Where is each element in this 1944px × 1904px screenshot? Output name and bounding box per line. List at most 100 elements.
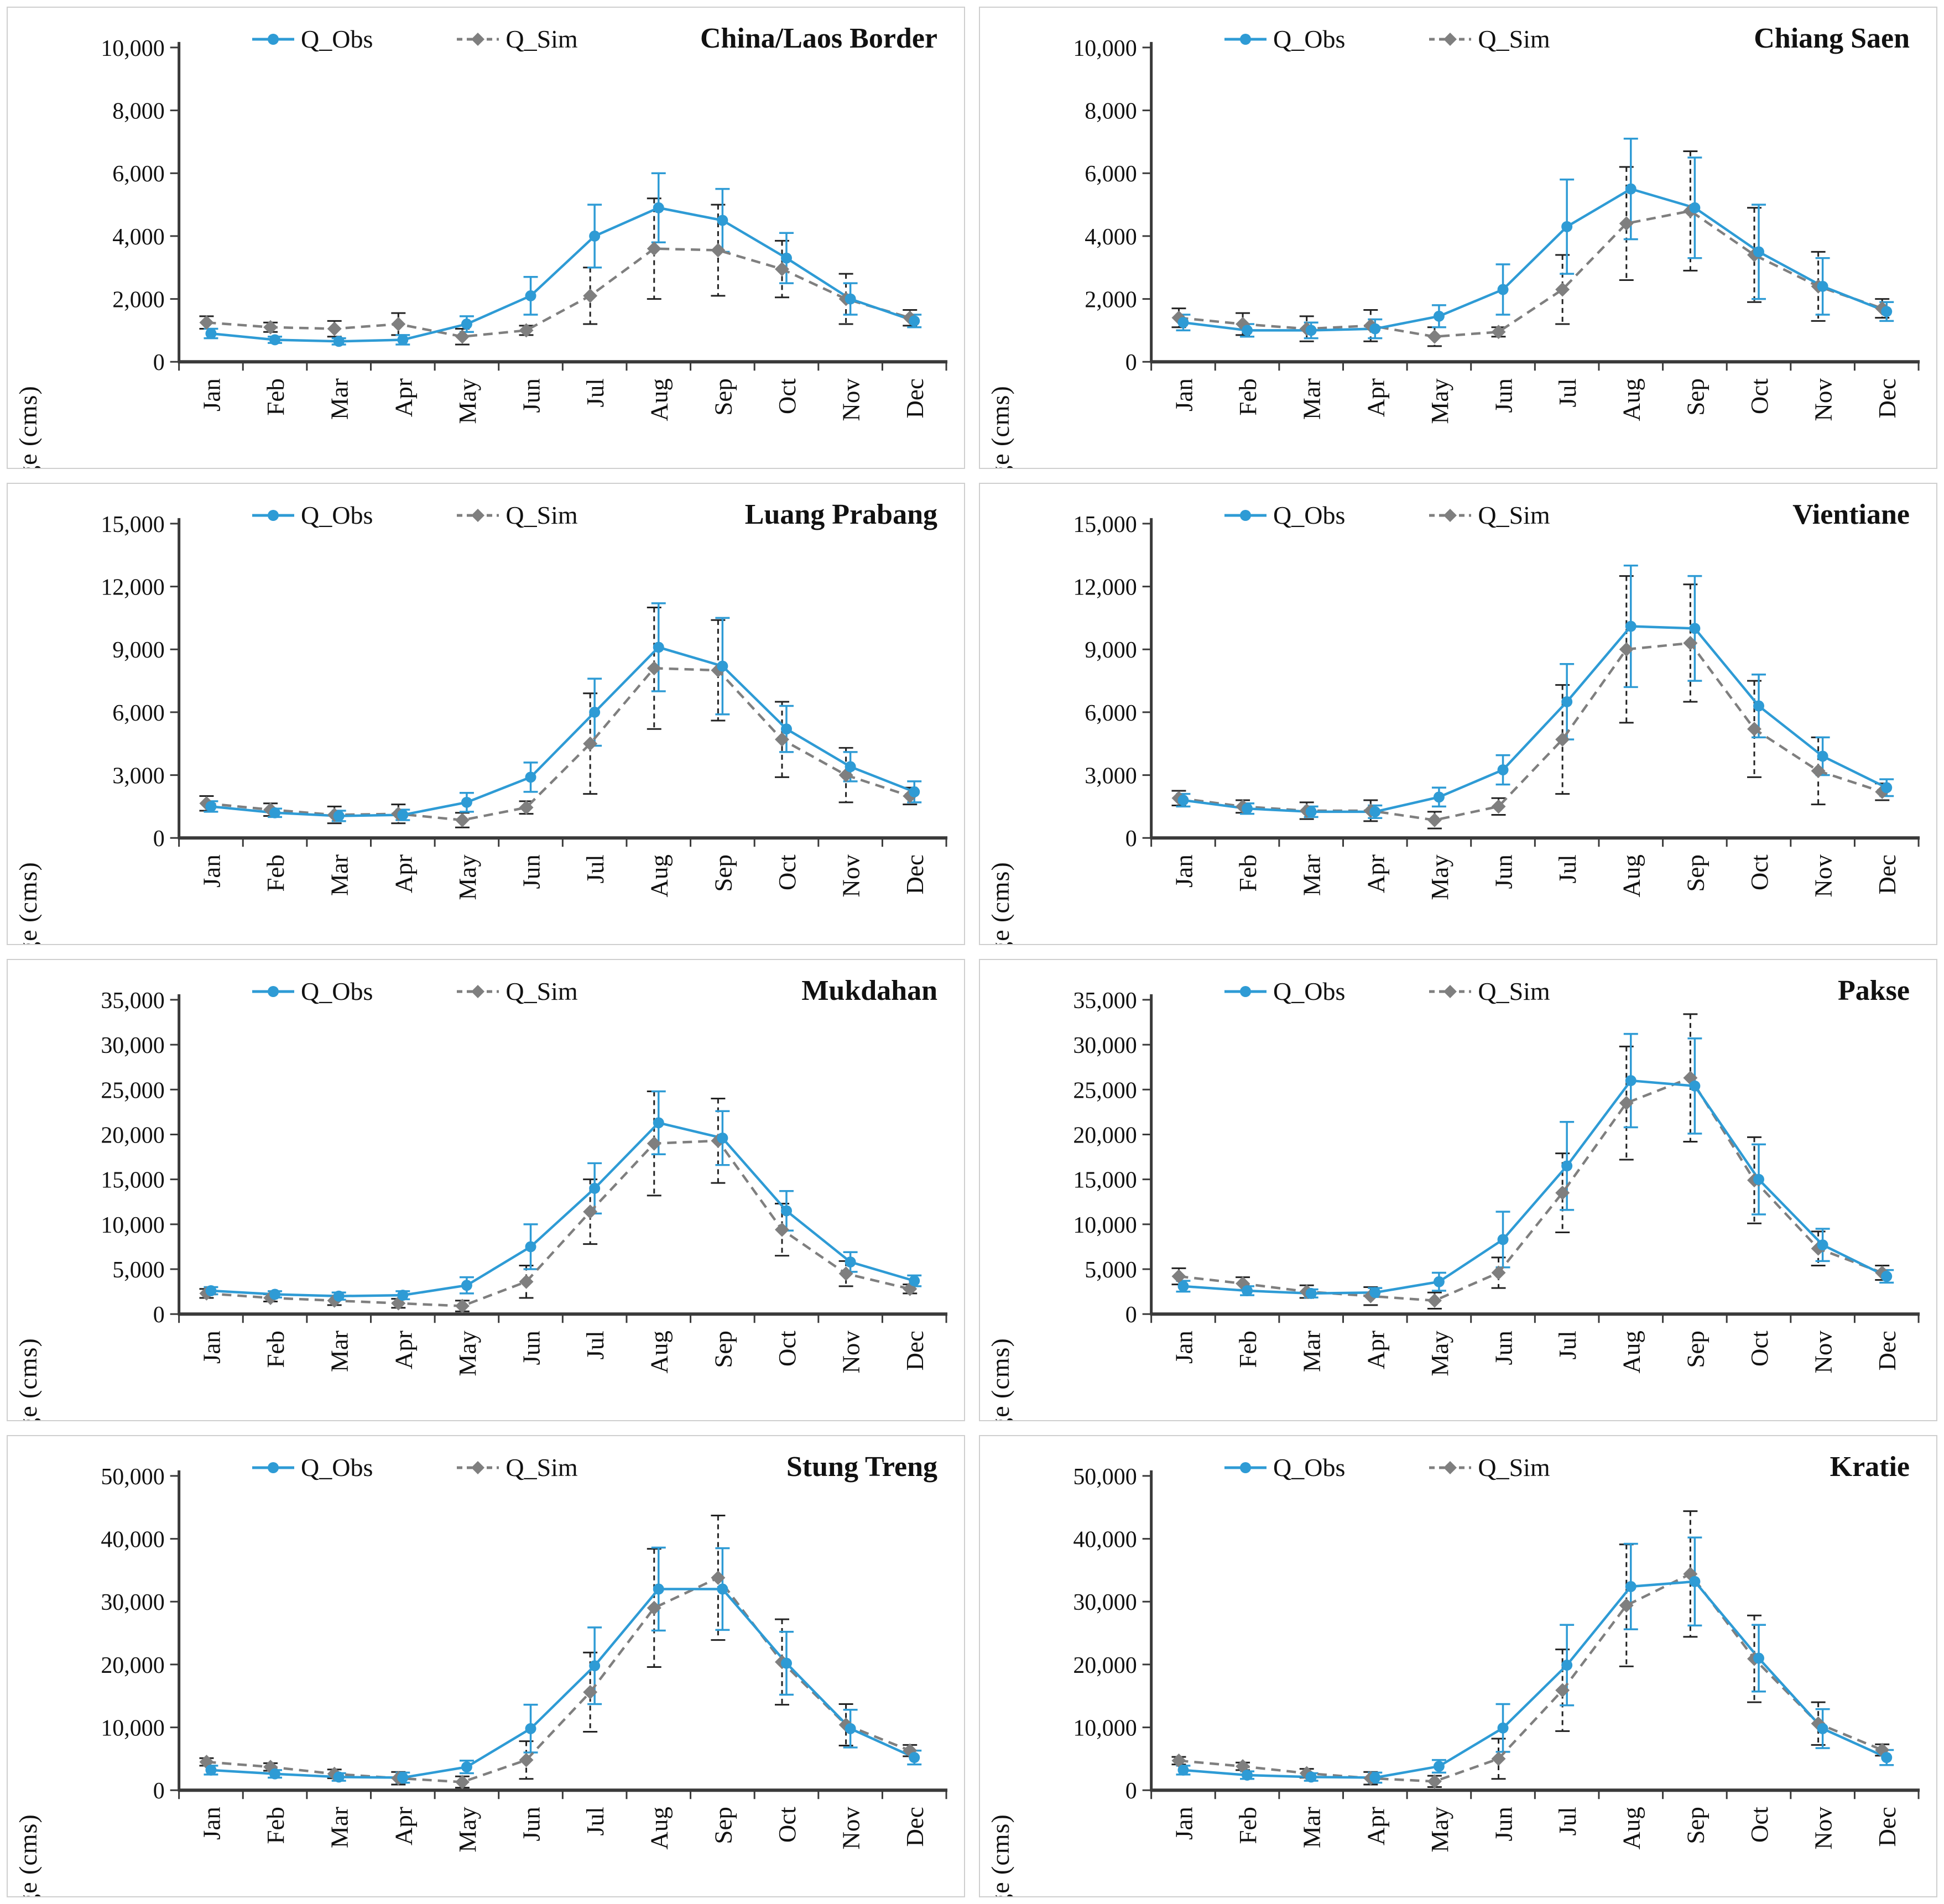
svg-text:Dec: Dec bbox=[1873, 378, 1901, 418]
svg-text:10,000: 10,000 bbox=[1073, 1716, 1137, 1741]
chart-canvas: 0 5,000 10,000 15,000 20,000 25,000 30,000 35,0… bbox=[1073, 988, 1920, 1376]
svg-text:May: May bbox=[1426, 1807, 1453, 1853]
svg-text:Dec: Dec bbox=[1873, 854, 1901, 894]
legend: Q_Obs Q_Sim bbox=[251, 500, 578, 530]
svg-text:Sep: Sep bbox=[1681, 1807, 1709, 1844]
svg-text:Jun: Jun bbox=[518, 378, 545, 413]
svg-text:Dec: Dec bbox=[901, 1807, 929, 1846]
station-title: Chiang Saen bbox=[1754, 23, 1910, 54]
svg-text:Sep: Sep bbox=[1681, 378, 1709, 415]
svg-text:20,000: 20,000 bbox=[101, 1123, 164, 1148]
svg-text:Feb: Feb bbox=[1234, 1331, 1262, 1368]
station-title: China/Laos Border bbox=[700, 23, 937, 54]
legend-label-sim: Q_Sim bbox=[505, 1453, 578, 1482]
chart-canvas: 0 5,000 10,000 15,000 20,000 25,000 30,000 35,0… bbox=[101, 988, 948, 1376]
svg-text:2,000: 2,000 bbox=[112, 288, 164, 313]
svg-text:Aug: Aug bbox=[645, 1807, 673, 1849]
svg-text:20,000: 20,000 bbox=[101, 1653, 164, 1678]
svg-text:Sep: Sep bbox=[709, 854, 737, 891]
legend-label-sim: Q_Sim bbox=[505, 25, 578, 53]
svg-text:0: 0 bbox=[153, 826, 165, 852]
legend: Q_Obs Q_Sim bbox=[1223, 977, 1550, 1006]
svg-text:Jun: Jun bbox=[1490, 1331, 1518, 1365]
svg-text:Jun: Jun bbox=[518, 1807, 545, 1841]
obs-line-circle-icon bbox=[252, 985, 294, 997]
legend: Q_Obs Q_Sim bbox=[1223, 500, 1550, 530]
svg-text:Mar: Mar bbox=[326, 854, 353, 896]
svg-text:30,000: 30,000 bbox=[1073, 1033, 1137, 1058]
svg-text:Jun: Jun bbox=[518, 854, 545, 889]
svg-text:8,000: 8,000 bbox=[1085, 99, 1137, 124]
svg-text:0: 0 bbox=[1125, 350, 1137, 375]
svg-text:30,000: 30,000 bbox=[101, 1590, 164, 1615]
obs-line-circle-icon bbox=[1224, 1462, 1267, 1473]
svg-text:Nov: Nov bbox=[837, 1331, 865, 1374]
svg-text:6,000: 6,000 bbox=[1085, 701, 1137, 726]
svg-text:Aug: Aug bbox=[1618, 1331, 1645, 1373]
svg-text:Aug: Aug bbox=[645, 378, 673, 421]
svg-text:9,000: 9,000 bbox=[112, 638, 164, 663]
obs-line-circle-icon bbox=[1224, 509, 1267, 521]
svg-text:Oct: Oct bbox=[773, 378, 801, 414]
svg-text:Sep: Sep bbox=[1681, 854, 1709, 891]
legend-item-sim: Q_Sim bbox=[456, 24, 578, 54]
obs-line-circle-icon bbox=[1224, 33, 1267, 45]
svg-text:May: May bbox=[454, 378, 481, 424]
chart-canvas: 0 10,000 20,000 30,000 40,000 50,000 Jan Feb Mar… bbox=[1073, 1464, 1920, 1853]
svg-text:10,000: 10,000 bbox=[1073, 1213, 1137, 1238]
sim-dashed-diamond-icon bbox=[457, 1460, 499, 1474]
svg-text:Nov: Nov bbox=[1810, 1331, 1837, 1374]
svg-text:Mar: Mar bbox=[1298, 378, 1326, 420]
chart-canvas: 0 3,000 6,000 9,000 12,000 15,000 Jan Feb Mar Apr… bbox=[1073, 512, 1920, 900]
svg-text:9,000: 9,000 bbox=[1085, 638, 1137, 663]
svg-text:Dec: Dec bbox=[1873, 1331, 1901, 1370]
svg-text:Oct: Oct bbox=[773, 1331, 801, 1366]
svg-text:50,000: 50,000 bbox=[101, 1464, 164, 1490]
svg-text:Sep: Sep bbox=[709, 378, 737, 415]
svg-text:Apr: Apr bbox=[1362, 1331, 1389, 1369]
obs-line-circle-icon bbox=[252, 33, 294, 45]
svg-text:Nov: Nov bbox=[1810, 1807, 1837, 1850]
legend-label-obs: Q_Obs bbox=[301, 501, 373, 529]
svg-text:Jun: Jun bbox=[518, 1331, 545, 1365]
svg-text:50,000: 50,000 bbox=[1073, 1464, 1137, 1490]
svg-text:0: 0 bbox=[1125, 826, 1137, 852]
svg-text:Mar: Mar bbox=[1298, 854, 1326, 896]
svg-text:Apr: Apr bbox=[1362, 378, 1389, 417]
svg-text:10,000: 10,000 bbox=[1073, 36, 1137, 61]
svg-text:Apr: Apr bbox=[389, 1807, 417, 1845]
station-title: Kratie bbox=[1830, 1451, 1910, 1483]
legend-item-obs: Q_Obs bbox=[251, 24, 373, 54]
svg-text:Nov: Nov bbox=[837, 854, 865, 898]
svg-text:Jan: Jan bbox=[1170, 1331, 1197, 1364]
chart-panel-pakse: Monthly Discharge (cms) 05,00010,00015,0… bbox=[979, 959, 1937, 1421]
chart-canvas: 0 10,000 20,000 30,000 40,000 50,000 Jan Feb Mar… bbox=[101, 1464, 948, 1853]
chart-canvas: 0 2,000 4,000 6,000 8,000 10,000 Jan Feb Mar Apr M… bbox=[1073, 36, 1920, 424]
legend-item-sim: Q_Sim bbox=[456, 500, 578, 530]
svg-text:Jun: Jun bbox=[1490, 378, 1518, 413]
svg-text:0: 0 bbox=[153, 1778, 165, 1804]
svg-text:Feb: Feb bbox=[1234, 854, 1262, 891]
svg-text:35,000: 35,000 bbox=[101, 988, 164, 1014]
svg-text:Jan: Jan bbox=[197, 1331, 225, 1364]
svg-text:30,000: 30,000 bbox=[1073, 1590, 1137, 1615]
svg-text:6,000: 6,000 bbox=[1085, 161, 1137, 187]
legend: Q_Obs Q_Sim bbox=[251, 977, 578, 1006]
svg-text:Oct: Oct bbox=[1745, 1331, 1773, 1366]
svg-text:10,000: 10,000 bbox=[101, 1213, 164, 1238]
legend-item-sim: Q_Sim bbox=[1428, 1453, 1550, 1482]
svg-text:Feb: Feb bbox=[1234, 378, 1262, 415]
svg-text:6,000: 6,000 bbox=[112, 701, 164, 726]
legend-label-obs: Q_Obs bbox=[301, 977, 373, 1005]
sim-dashed-diamond-icon bbox=[457, 508, 499, 522]
legend-item-obs: Q_Obs bbox=[251, 500, 373, 530]
svg-text:Aug: Aug bbox=[645, 854, 673, 897]
svg-text:Nov: Nov bbox=[1810, 854, 1837, 898]
svg-text:Apr: Apr bbox=[389, 378, 417, 417]
svg-text:Jan: Jan bbox=[197, 1807, 225, 1840]
svg-text:Jul: Jul bbox=[581, 1807, 609, 1835]
legend-label-sim: Q_Sim bbox=[1478, 501, 1550, 529]
svg-text:Oct: Oct bbox=[1745, 1807, 1773, 1843]
legend-label-sim: Q_Sim bbox=[1478, 25, 1550, 53]
